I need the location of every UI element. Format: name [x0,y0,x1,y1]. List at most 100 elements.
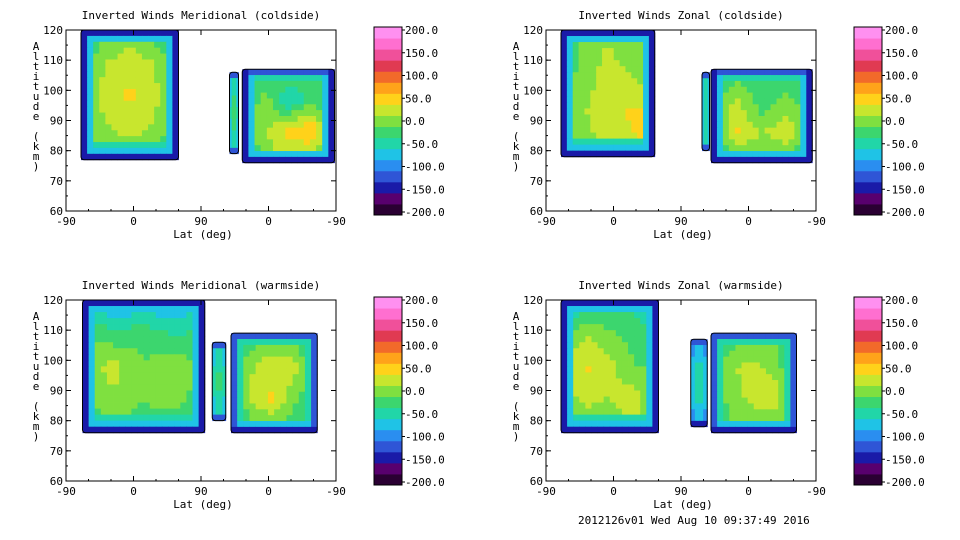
contour-cell [212,348,217,355]
contour-cell [119,426,126,434]
contour-cell [716,156,724,164]
contour-cell [584,144,591,152]
contour-cell [607,72,615,79]
x-axis-label: Lat (deg) [173,228,233,241]
data-region-1 [560,300,659,434]
contour-cell [231,350,238,358]
contour-cell [578,150,585,158]
contour-cell [172,130,179,137]
contour-cell [82,426,90,434]
y-tick-label: 110 [43,54,63,67]
contour-cell [707,126,710,133]
contour-cell [322,104,329,111]
contour-cell [248,151,255,158]
contour-cell [141,41,149,49]
contour-cell [602,120,609,127]
contour-cell [716,115,724,123]
contour-cell [231,147,235,155]
contour-cell [231,356,238,363]
contour-cell [131,384,138,391]
contour-cell [596,78,603,85]
contour-cell [105,136,112,143]
contour-cell [729,362,736,369]
contour-cell [578,30,585,37]
contour-cell [765,403,773,410]
contour-cell [572,96,579,103]
contour-cell [790,426,797,434]
contour-cell [148,59,155,66]
contour-cell [149,330,157,337]
contour-cell [255,426,263,434]
contour-cell [111,100,118,108]
contour-cell [637,150,644,158]
contour-cell [261,385,269,393]
contour-cell [579,342,586,349]
contour-cell [94,336,102,343]
contour-cell [561,96,568,103]
contour-cell [328,80,335,88]
contour-cell [279,104,286,111]
contour-cell [705,132,709,139]
contour-cell [229,78,233,85]
contour-cell [172,153,179,161]
contour-cell [758,69,766,76]
contour-cell [572,84,579,91]
contour-cell [149,366,157,373]
contour-cell [621,330,629,337]
contour-cell [585,408,592,416]
contour-cell [752,92,760,99]
data-region-3 [230,332,318,434]
contour-cell [113,396,120,403]
chart-svg: Inverted Winds Meridional (coldside)-90 0… [33,9,445,241]
contour-cell [590,30,597,37]
contour-cell [141,59,149,66]
contour-cell [166,30,173,37]
contour-cell [729,368,736,375]
contour-cell [297,104,305,111]
contour-cell [619,132,626,139]
contour-cell [597,342,605,349]
contour-cell [705,78,709,85]
contour-cell [135,100,143,108]
contour-cell [155,366,163,373]
contour-cell [148,112,155,119]
contour-cell [788,121,795,129]
contour-cell [765,344,773,352]
contour-cell [297,127,305,134]
contour-cell [266,133,274,140]
contour-cell [255,421,263,428]
contour-cell [703,420,708,428]
contour-cell [266,156,274,164]
contour-cell [285,139,292,146]
contour-cell [274,333,281,340]
contour-cell [764,98,771,105]
contour-cell [135,77,143,84]
contour-cell [87,130,94,137]
colorbar-swatch [854,385,882,398]
contour-cell [561,48,568,55]
contour-cell [149,414,157,422]
contour-cell [231,142,235,149]
colorbar-tick-label: -50.0 [405,138,438,151]
contour-cell [273,127,280,134]
contour-cell [172,83,179,90]
contour-cell [596,114,603,121]
contour-cell [155,372,163,379]
contour-cell [607,36,615,43]
contour-cell [237,368,244,375]
contour-cell [212,360,217,367]
contour-cell [646,366,653,373]
contour-cell [584,90,591,97]
contour-cell [772,380,779,387]
contour-cell [788,139,795,146]
contour-cell [236,83,239,91]
contour-cell [648,30,656,37]
contour-cell [640,336,647,343]
contour-cell [113,420,120,428]
contour-cell [88,414,96,422]
contour-cell [596,84,603,91]
contour-cell [292,339,300,346]
contour-cell [584,126,591,133]
contour-cell [105,71,112,78]
contour-cell [782,156,789,164]
